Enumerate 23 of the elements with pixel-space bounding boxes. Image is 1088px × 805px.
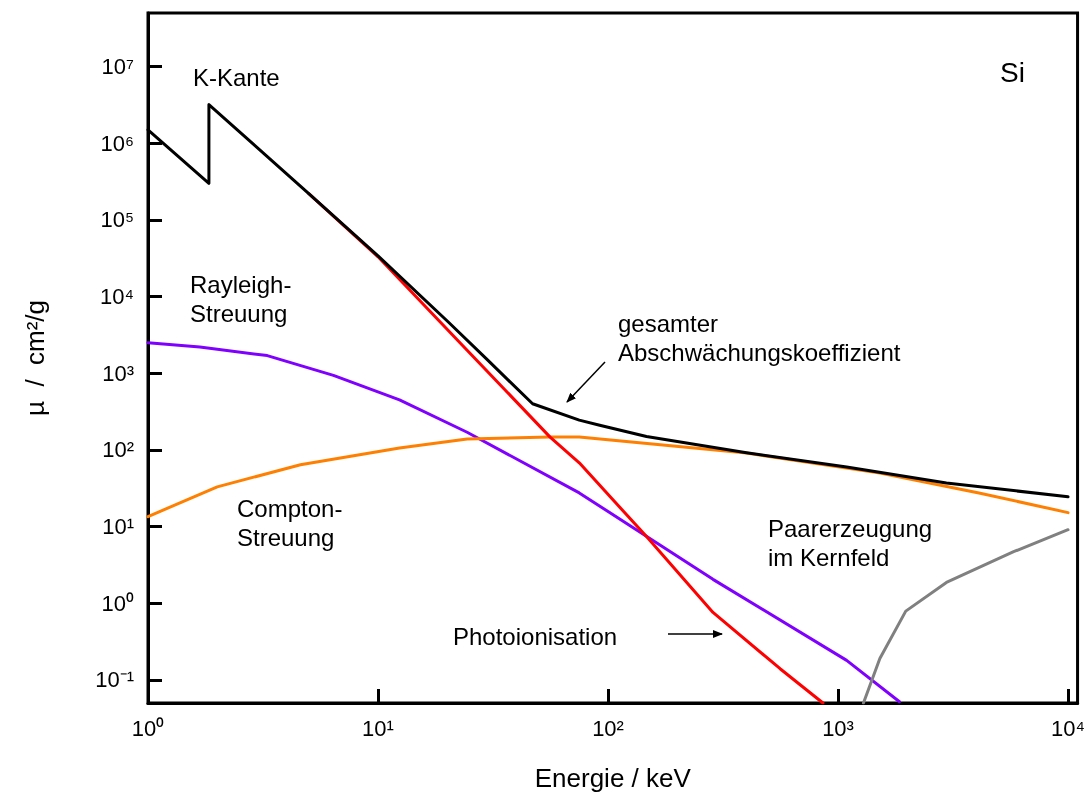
annotation: Si bbox=[1000, 57, 1025, 88]
x-tick-label: 10³ bbox=[822, 715, 854, 741]
x-axis-title: Energie / keV bbox=[534, 763, 692, 793]
y-tick-label: 10² bbox=[102, 437, 134, 463]
x-tick-label: 10⁴ bbox=[1051, 715, 1086, 741]
x-tick-label: 10⁰ bbox=[131, 715, 165, 741]
y-tick-label: 10³ bbox=[102, 360, 134, 386]
annotation: Rayleigh- Streuung bbox=[190, 271, 292, 327]
annotation: Compton- Streuung bbox=[237, 495, 343, 551]
y-axis-title: µ / cm²/g bbox=[20, 299, 50, 417]
x-tick-label: 10² bbox=[592, 715, 624, 741]
y-tick-label: 10¹ bbox=[102, 514, 134, 540]
annotation: Paarerzeugung im Kernfeld bbox=[768, 515, 933, 571]
x-tick-label: 10¹ bbox=[362, 715, 394, 741]
y-tick-label: 10⁶ bbox=[100, 130, 134, 156]
y-tick-label: 10⁻¹ bbox=[95, 667, 134, 693]
y-tick-label: 10⁰ bbox=[101, 590, 134, 616]
y-tick-label: 10⁵ bbox=[100, 207, 134, 233]
annotation: K-Kante bbox=[193, 64, 280, 91]
annotation: gesamter Abschwächungskoeffizient bbox=[618, 310, 901, 366]
y-tick-label: 10⁴ bbox=[100, 284, 134, 310]
annotation: Photoionisation bbox=[453, 623, 618, 650]
y-tick-label: 10⁷ bbox=[101, 54, 135, 80]
